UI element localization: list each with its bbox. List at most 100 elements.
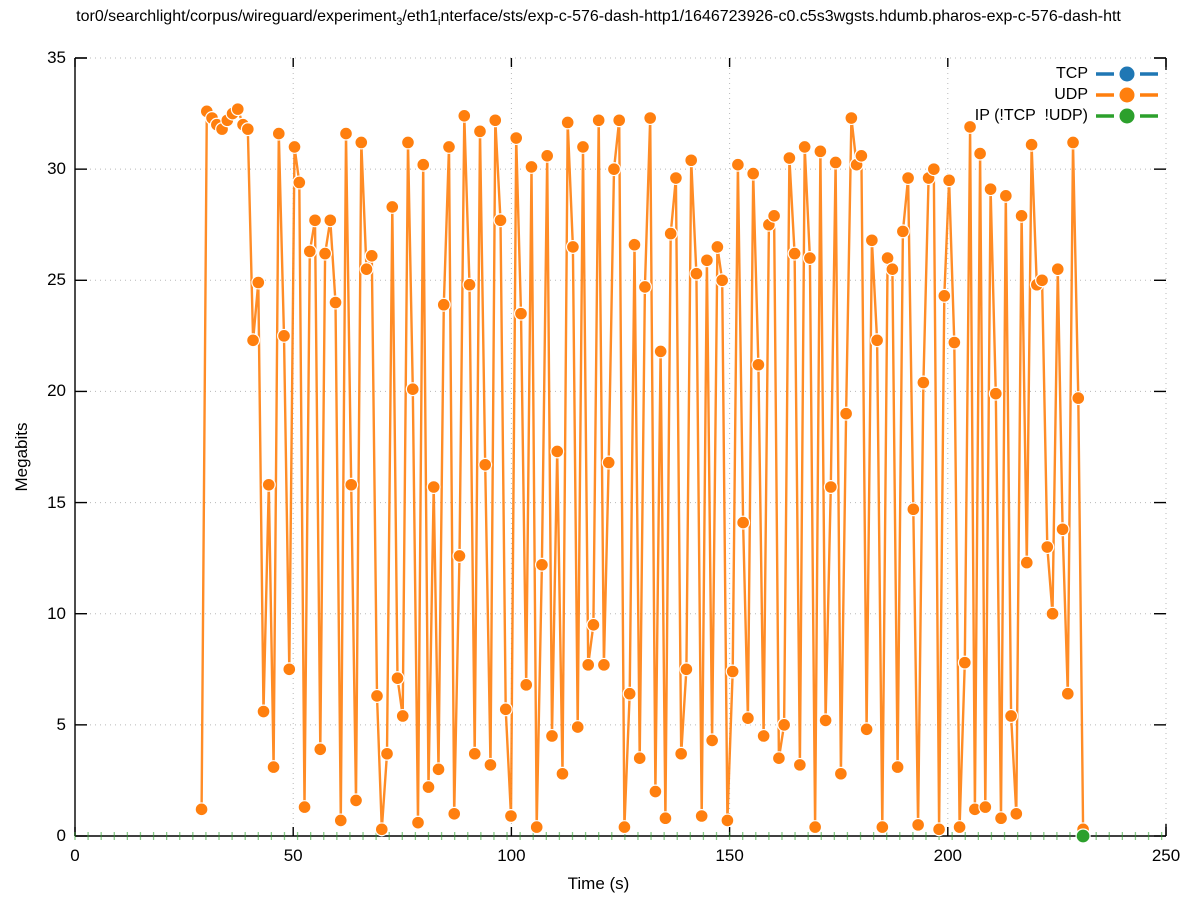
udp-series-point (663, 226, 678, 241)
udp-series-point (323, 213, 338, 228)
udp-series-point (529, 820, 544, 835)
udp-series-point (606, 162, 621, 177)
y-tick-label: 25 (47, 270, 66, 290)
ip-series-point (1075, 828, 1091, 844)
legend-label-udp: UDP (1054, 86, 1088, 103)
udp-series-point (1040, 540, 1055, 555)
udp-series-point (963, 119, 978, 134)
udp-series-point (947, 335, 962, 350)
udp-series-point (534, 557, 549, 572)
udp-series-point (390, 671, 405, 686)
udp-series-point (632, 751, 647, 766)
udp-series-point (952, 820, 967, 835)
udp-series-point (653, 344, 668, 359)
udp-series-point (648, 784, 663, 799)
udp-series-point (694, 808, 709, 823)
udp-series-point (679, 662, 694, 677)
udp-series-point (658, 811, 673, 826)
udp-series-point (586, 617, 601, 632)
udp-series-point (369, 688, 384, 703)
udp-series-point (942, 173, 957, 188)
udp-series-point (328, 295, 343, 310)
udp-series-point (400, 135, 415, 150)
udp-series-point (684, 153, 699, 168)
udp-series-point (1009, 806, 1024, 821)
udp-series-point (493, 213, 508, 228)
udp-series-point (467, 746, 482, 761)
udp-series-point (240, 122, 255, 137)
udp-series-point (256, 704, 271, 719)
udp-series-point (591, 113, 606, 128)
udp-series-point (277, 328, 292, 343)
udp-series-point (699, 253, 714, 268)
udp-series-point (421, 780, 436, 795)
y-tick-label: 30 (47, 159, 66, 179)
y-tick-label: 15 (47, 492, 66, 512)
udp-series-point (230, 102, 245, 117)
udp-series-point (622, 686, 637, 701)
udp-series-point (926, 162, 941, 177)
x-tick-label: 0 (70, 846, 80, 865)
udp-series-point (771, 751, 786, 766)
udp-series-point (823, 480, 838, 495)
udp-series-point (601, 455, 616, 470)
udp-series-point (756, 728, 771, 743)
udp-series-point (643, 111, 658, 126)
udp-series-point (498, 702, 513, 717)
udp-series-point (282, 662, 297, 677)
legend-sample-point (1119, 108, 1135, 124)
udp-series-point (452, 548, 467, 563)
legend-label-ip: IP (!TCP !UDP) (974, 107, 1088, 124)
udp-series-point (767, 208, 782, 223)
udp-series-point (637, 279, 652, 294)
udp-series-point (246, 333, 261, 348)
udp-series-point (581, 657, 596, 672)
udp-series-point (875, 820, 890, 835)
udp-series-point (1019, 555, 1034, 570)
udp-series-point (544, 728, 559, 743)
y-tick-label: 20 (47, 381, 66, 401)
udp-series-point (916, 375, 931, 390)
udp-series-point (488, 113, 503, 128)
chart-title-subscript: i (438, 16, 441, 29)
udp-series-point (808, 820, 823, 835)
udp-series-point (627, 237, 642, 252)
udp-series-point (385, 199, 400, 214)
udp-series-point (380, 746, 395, 761)
udp-series-point (302, 244, 317, 259)
x-tick-label: 200 (933, 846, 962, 865)
udp-series-point (261, 477, 276, 492)
udp-series-point (870, 333, 885, 348)
udp-series-point (978, 800, 993, 815)
udp-series-line (200, 107, 1085, 830)
udp-series-point (472, 124, 487, 139)
x-tick-label: 250 (1151, 846, 1181, 865)
udp-series-point (885, 262, 900, 277)
udp-series-point (689, 266, 704, 281)
udp-series-point (1071, 391, 1086, 406)
udp-series-point (932, 822, 947, 837)
udp-series-point (565, 239, 580, 254)
udp-series-point (266, 760, 281, 775)
udp-series-point (736, 515, 751, 530)
udp-series-point (333, 813, 348, 828)
udp-series-point (483, 757, 498, 772)
udp-series-point (1004, 708, 1019, 723)
udp-series-point (725, 664, 740, 679)
udp-series-point (344, 477, 359, 492)
udp-series-point (251, 275, 266, 290)
y-tick-label: 5 (56, 714, 66, 734)
udp-series-point (540, 148, 555, 163)
y-tick-label: 0 (56, 826, 66, 845)
udp-series-point (864, 233, 879, 248)
udp-series-point (271, 126, 286, 141)
udp-series-point (906, 502, 921, 517)
udp-series-point (705, 733, 720, 748)
udp-series-point (441, 139, 456, 154)
udp-series-point (957, 655, 972, 670)
udp-series-point (844, 111, 859, 126)
udp-series-point (751, 357, 766, 372)
udp-series-point (416, 157, 431, 172)
udp-series-point (1066, 135, 1081, 150)
